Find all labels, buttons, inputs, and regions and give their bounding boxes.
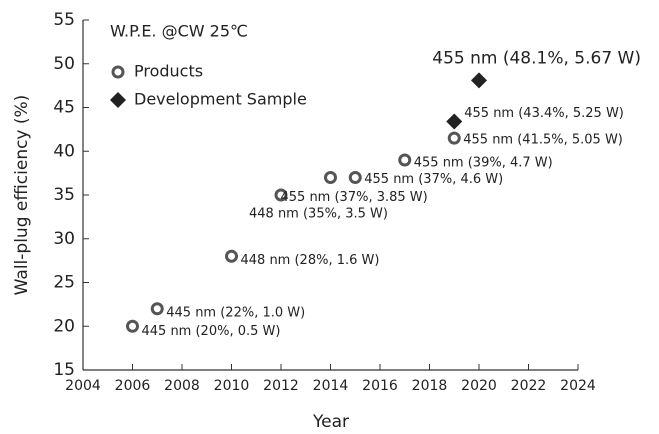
data-point <box>471 72 487 89</box>
x-tick-label: 2014 <box>313 378 349 394</box>
legend-marker <box>111 65 125 79</box>
legend-label: Development Sample <box>134 90 307 109</box>
data-point <box>126 319 139 333</box>
x-tick-label: 2022 <box>511 378 547 394</box>
x-tick-label: 2008 <box>164 378 200 394</box>
x-tick-label: 2024 <box>560 378 596 394</box>
y-tick-label: 35 <box>53 185 75 205</box>
x-tick-label: 2020 <box>461 378 497 394</box>
data-point <box>274 188 288 202</box>
y-tick-label: 15 <box>53 360 75 380</box>
data-point <box>324 171 337 184</box>
x-tick-label: 2012 <box>263 378 299 394</box>
y-axis-label: Wall-plug efficiency (%) <box>12 95 32 296</box>
y-tick-label: 45 <box>53 98 75 118</box>
y-tick-label: 30 <box>53 229 75 249</box>
data-point <box>348 171 362 184</box>
legend-marker <box>110 92 126 108</box>
legend-label: Products <box>134 62 203 81</box>
x-tick-label: 2016 <box>362 378 398 394</box>
y-tick-label: 55 <box>53 10 75 30</box>
x-tick-label: 2006 <box>115 378 151 394</box>
x-tick-label: 2010 <box>214 378 250 394</box>
data-point <box>446 113 463 130</box>
point-label: 445 nm (22%, 1.0 W) <box>166 305 305 320</box>
y-tick-label: 50 <box>53 54 75 74</box>
point-label: 448 nm (35%, 3.5 W) <box>249 207 388 222</box>
point-label: 455 nm (39%, 4.7 W) <box>414 156 553 171</box>
point-label: 455 nm (48.1%, 5.67 W) <box>432 48 641 68</box>
point-label: 455 nm (43.4%, 5.25 W) <box>464 106 624 121</box>
data-point <box>398 153 412 167</box>
x-tick-label: 2004 <box>65 378 101 394</box>
point-label: 455 nm (41.5%, 5.05 W) <box>463 133 623 148</box>
y-tick-label: 20 <box>53 316 75 336</box>
y-tick-label: 25 <box>53 273 75 293</box>
point-label: 455 nm (37%, 4.6 W) <box>364 172 503 187</box>
data-point <box>447 131 461 145</box>
point-label: 455 nm (37%, 3.85 W) <box>281 190 428 205</box>
y-tick-label: 40 <box>53 141 75 161</box>
point-label: 448 nm (28%, 1.6 W) <box>241 253 380 268</box>
legend-title: W.P.E. @CW 25℃ <box>110 22 248 41</box>
point-label: 445 nm (20%, 0.5 W) <box>142 324 281 339</box>
data-point <box>150 302 164 316</box>
x-tick-label: 2018 <box>412 378 448 394</box>
x-axis-label: Year <box>312 412 349 432</box>
data-point <box>225 249 238 263</box>
